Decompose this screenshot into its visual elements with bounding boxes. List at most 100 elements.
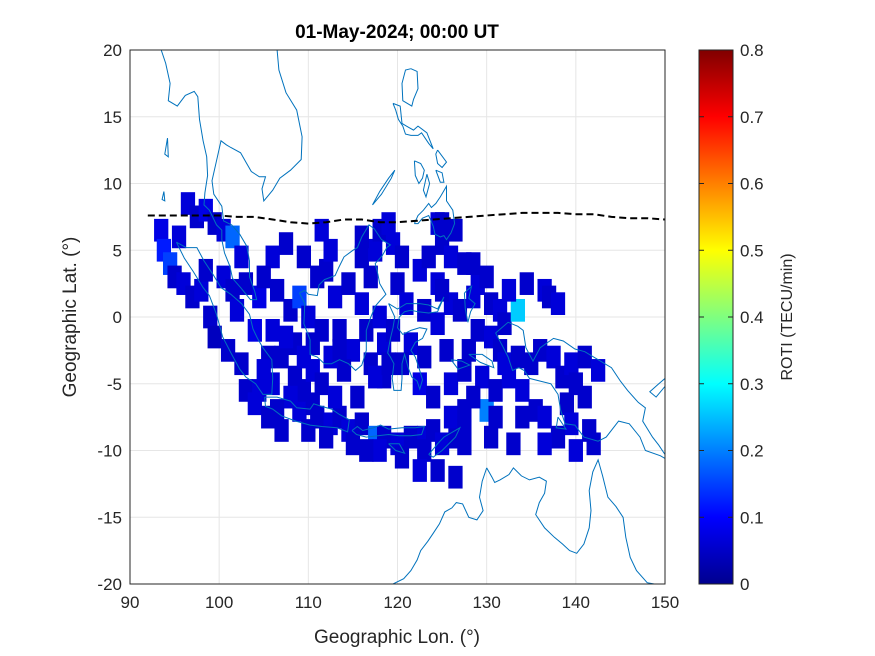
roti-cell [461,339,476,362]
coastline-segment [298,224,392,372]
coastline-segment [161,191,166,202]
roti-cell [154,218,169,242]
roti-cell [475,365,490,389]
roti-cell [332,339,347,362]
roti-cell [559,392,575,416]
roti-cell [488,379,503,402]
roti-cell [510,345,526,369]
coastline-segment [392,467,488,584]
coastline-segment [388,443,406,455]
roti-cell [359,439,374,462]
roti-cell [577,385,592,409]
coastline-segment [401,68,419,107]
x-tick-label: 130 [472,593,500,612]
y-tick-label: -15 [97,508,122,527]
x-axis-label: Geographic Lon. (°) [314,627,480,648]
roti-cell [296,345,312,369]
roti-cell [345,339,361,362]
roti-cell [194,278,209,302]
x-tick-label: 140 [562,593,590,612]
chart-title: 01-May-2024; 00:00 UT [295,22,499,43]
roti-cell [363,265,378,289]
roti-cell [354,292,369,315]
roti-cell [225,225,240,249]
roti-cell [417,345,432,369]
roti-cell [341,272,356,295]
roti-cell [256,359,271,382]
colorbar-tick-label: 0.4 [740,308,764,327]
y-tick-label: -5 [107,375,122,394]
roti-cell [301,419,316,442]
x-tick-label: 120 [383,593,411,612]
roti-cell [354,412,369,436]
roti-cell [381,352,396,376]
roti-cell [586,432,601,456]
roti-cell [417,298,432,322]
coastline-segment [175,241,274,395]
roti-cell [283,385,298,409]
y-axis-label: Geographic Lat. (°) [60,237,81,398]
roti-cell [568,439,583,462]
coastline [160,50,665,584]
roti-cell [426,385,441,409]
roti-cell [452,298,468,322]
roti-cell [203,305,218,329]
roti-cell [466,385,481,409]
roti-cell [448,465,463,489]
roti-cell [434,278,450,302]
roti-cell [443,245,459,269]
coastline-segment [463,284,476,323]
roti-cell [319,425,334,449]
roti-cell [171,225,187,249]
roti-cell [207,325,222,349]
colorbar-tick-label: 0.2 [740,442,764,461]
x-tick-label: 90 [121,593,140,612]
roti-cell [590,359,606,382]
roti-cell [519,272,534,295]
y-tick-label: 10 [103,175,122,194]
roti-cell [332,319,347,342]
roti-cell [430,312,445,336]
roti-cell [417,439,432,462]
coastline-segment [495,332,665,459]
roti-cell [229,298,245,322]
roti-cell [372,439,387,462]
roti-cell [443,405,459,429]
roti-cell [457,419,472,442]
roti-cell [252,285,267,309]
roti-cell [345,432,361,456]
colorbar-tick-label: 0.6 [740,175,764,194]
roti-cell [550,425,566,449]
roti-cell [577,345,592,369]
roti-cell [483,425,499,449]
y-tick-label: 20 [103,41,122,60]
colorbar-tick-labels: 0 0.1 0.2 0.3 0.4 0.5 0.6 0.7 0.8 [699,41,764,594]
roti-cell [269,399,285,422]
colorbar [698,49,734,585]
roti-cell [278,325,294,349]
coastline-segment [649,378,665,398]
colorbar-tick-label: 0.3 [740,375,764,394]
coastline-segment [555,416,568,430]
coastline-segment [413,184,456,241]
roti-cell [439,339,454,362]
roti-cell [247,319,262,342]
roti-cell [234,352,249,376]
coastline-segment [372,169,396,206]
roti-cell [274,419,289,442]
roti-cell [430,459,445,482]
roti-cell [550,292,566,315]
roti-cell [252,379,267,402]
roti-cell [314,218,329,242]
roti-cell [301,305,316,329]
roti-cell [385,319,401,342]
roti-cell [350,385,365,409]
roti-cell [479,265,494,289]
x-tick-label: 150 [651,593,679,612]
y-tick-labels: 20 15 10 5 0 -5 -10 -15 -20 [97,41,122,594]
roti-cell [265,319,280,342]
coastline-segment [422,174,431,199]
roti-cell [510,298,526,322]
colorbar-tick-label: 0.1 [740,508,764,527]
